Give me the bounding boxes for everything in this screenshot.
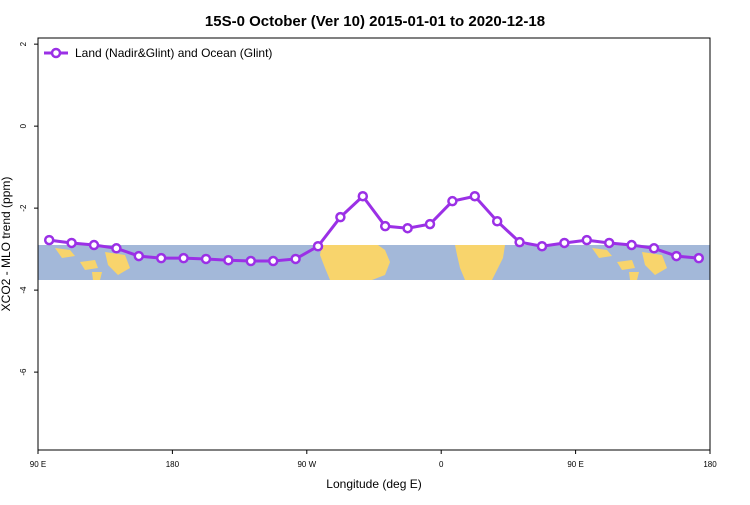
point <box>603 237 615 249</box>
point <box>491 215 503 227</box>
point <box>402 222 413 234</box>
point <box>514 236 525 248</box>
point <box>671 250 682 262</box>
point <box>379 220 391 232</box>
point <box>88 239 100 251</box>
legend: Land (Nadir&Glint) and Ocean (Glint) <box>44 46 272 60</box>
point <box>559 237 570 249</box>
y-tick-label: 0 <box>19 123 28 128</box>
point <box>581 234 593 246</box>
point <box>312 241 324 252</box>
australasia-right <box>592 248 667 280</box>
x-tick-label: 0 <box>439 460 444 469</box>
point <box>245 255 257 267</box>
x-tick-label: 180 <box>166 460 180 469</box>
y-tick-label: -2 <box>19 204 28 212</box>
legend-marker <box>50 47 62 59</box>
point <box>267 255 279 267</box>
legend-label: Land (Nadir&Glint) and Ocean (Glint) <box>75 46 272 60</box>
point <box>200 253 212 265</box>
y-tick-label: -6 <box>19 368 28 376</box>
point <box>111 243 122 254</box>
point <box>693 252 705 264</box>
point <box>357 190 369 202</box>
point <box>43 234 55 246</box>
point <box>626 239 637 251</box>
x-tick-label: 90 E <box>567 460 583 469</box>
point <box>223 254 234 266</box>
point <box>66 237 77 249</box>
y-axis-label: XCO2 - MLO trend (ppm) <box>0 177 13 312</box>
map-strip <box>38 245 710 280</box>
y-tick-label: 2 <box>19 41 28 46</box>
point <box>133 250 145 262</box>
point <box>447 195 458 207</box>
point <box>178 252 189 264</box>
south-america <box>455 245 505 280</box>
plot-frame <box>37 37 711 451</box>
chart-title: 15S-0 October (Ver 10) 2015-01-01 to 202… <box>205 13 545 30</box>
point <box>290 253 301 265</box>
australasia-left <box>55 248 130 280</box>
africa <box>320 245 390 280</box>
x-tick-label: 90 W <box>297 460 316 469</box>
point <box>469 190 481 202</box>
point <box>424 218 436 230</box>
point <box>155 252 167 264</box>
point <box>536 241 548 252</box>
point <box>648 243 660 254</box>
x-tick-label: 180 <box>703 460 717 469</box>
point <box>335 211 346 223</box>
x-axis-label: Longitude (deg E) <box>326 477 421 491</box>
y-tick-label: -4 <box>19 286 28 294</box>
x-tick-label: 90 E <box>30 460 46 469</box>
